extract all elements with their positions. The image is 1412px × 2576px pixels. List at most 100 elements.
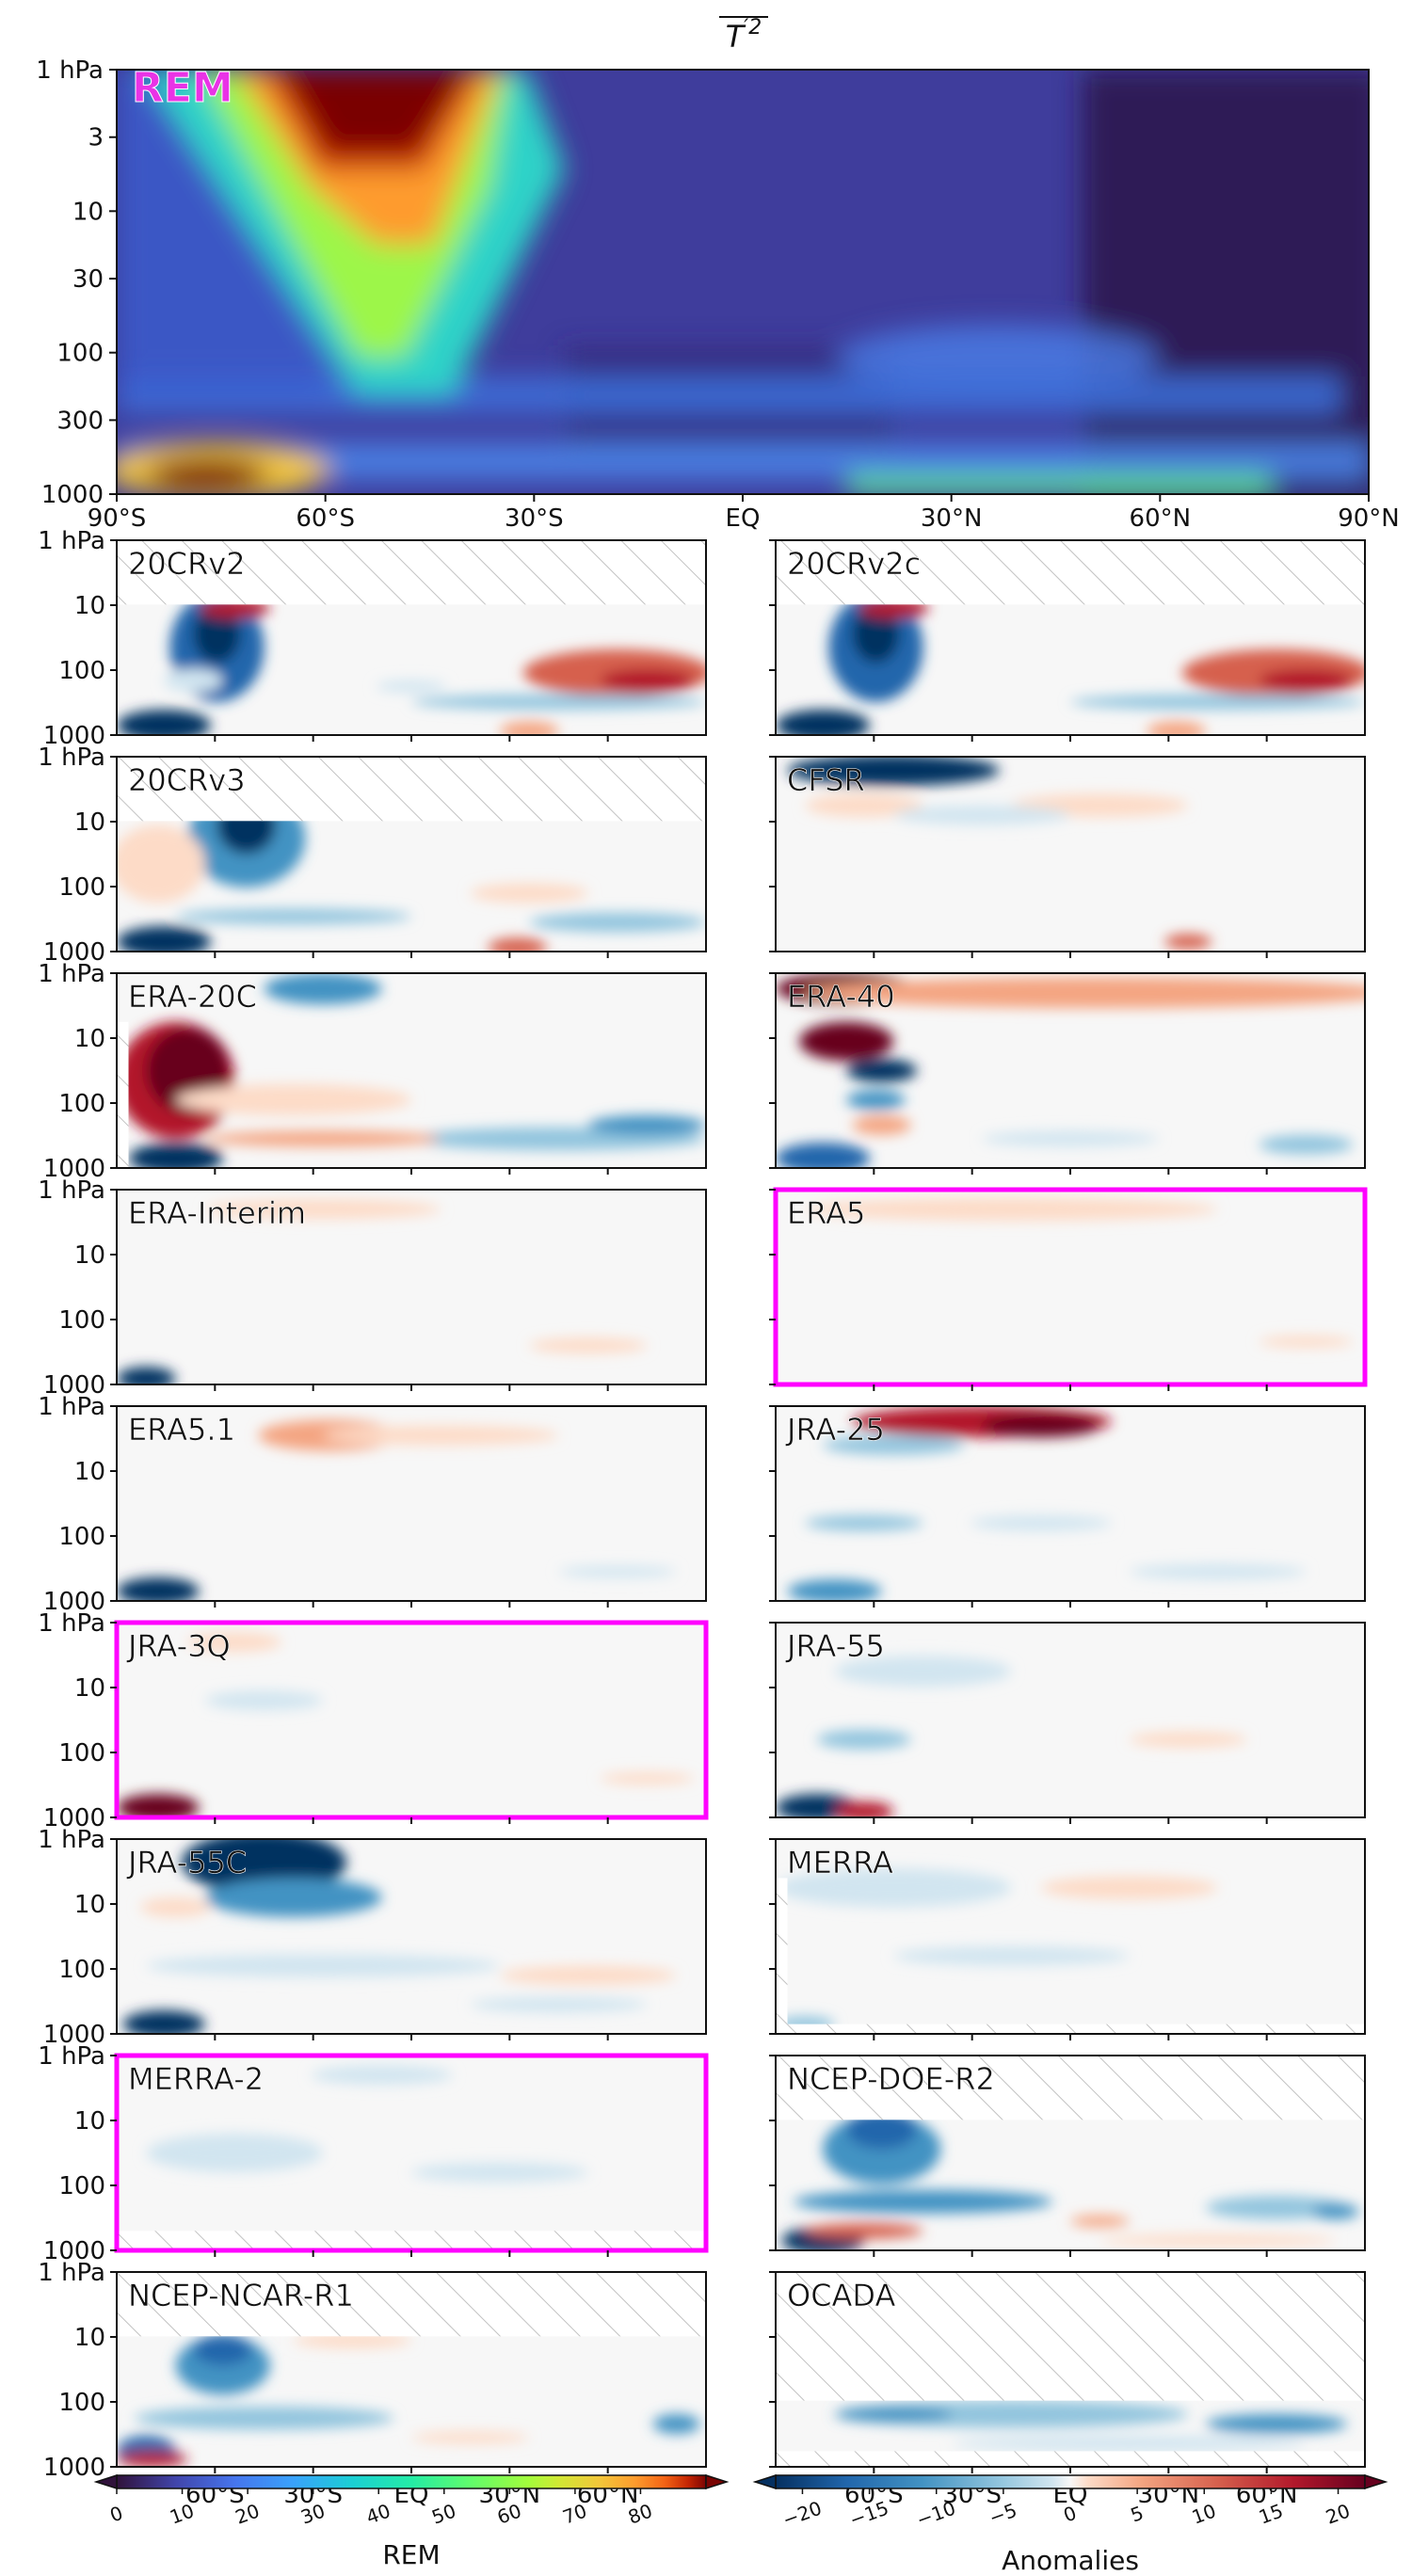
ytick-label: 1 hPa <box>38 1393 105 1421</box>
panel-label: CFSR <box>787 762 865 798</box>
panel-label: NCEP-NCAR-R1 <box>128 2278 354 2313</box>
svg-text:T′2: T′2 <box>726 16 762 55</box>
panel-label: JRA-25 <box>785 1412 885 1448</box>
figure-title: T′2 <box>719 16 768 55</box>
ytick-label: 10 <box>74 1674 105 1703</box>
colorbar-tick-label: 0 <box>107 2502 126 2527</box>
panel-era-40: ERA-40 <box>769 972 1366 1175</box>
ytick-label: 1000 <box>43 1804 105 1832</box>
ytick-label: 10 <box>74 2324 105 2352</box>
main-xtick-label: 60°S <box>296 504 355 533</box>
main-xtick-label: 30°N <box>921 504 983 533</box>
panel-merra-2: MERRA-2 1 hPa 10 100 1000 <box>38 2042 709 2265</box>
colorbar-label: REM <box>382 2539 440 2570</box>
colorbar-extend-high <box>705 2473 730 2490</box>
ytick-label: 1 hPa <box>38 1176 105 1205</box>
ytick-label: 1 hPa <box>38 960 105 988</box>
ytick-label: 100 <box>58 873 105 902</box>
rem-panel-label: REM <box>132 64 233 112</box>
main-xtick-label: 60°N <box>1130 504 1192 533</box>
missing-data-hatch <box>117 2272 706 2337</box>
main-ytick-label: 1 hPa <box>36 56 104 85</box>
ytick-label: 10 <box>74 1241 105 1270</box>
colorbar-label: Anomalies <box>1002 2545 1139 2576</box>
ytick-label: 100 <box>58 1090 105 1118</box>
panel-label: ERA5.1 <box>128 1412 235 1448</box>
panel-era5: ERA5 <box>769 1187 1368 1391</box>
missing-data-hatch <box>117 540 706 605</box>
panel-jra-55: JRA-55 <box>769 1622 1366 1824</box>
panel-label: NCEP-DOE-R2 <box>787 2061 995 2097</box>
main-ytick-label: 10 <box>72 198 104 226</box>
ytick-label: 100 <box>58 1306 105 1335</box>
main-xtick-label: 90°N <box>1338 504 1400 533</box>
main-ytick-label: 1000 <box>41 481 104 509</box>
missing-data-hatch <box>117 757 706 822</box>
colorbar-tick-label: −20 <box>779 2497 825 2532</box>
colorbar-tick-label: 50 <box>428 2499 458 2528</box>
missing-data-hatch <box>776 2272 1365 2401</box>
main-xtick-label: EQ <box>726 504 761 533</box>
panel-label: OCADA <box>787 2278 896 2313</box>
ytick-label: 100 <box>58 2172 105 2200</box>
missing-data-hatch <box>117 2231 706 2250</box>
ytick-label: 100 <box>58 657 105 685</box>
ytick-label: 100 <box>58 1523 105 1551</box>
ytick-label: 1000 <box>43 2021 105 2049</box>
panel-label: ERA-40 <box>787 979 895 1015</box>
main-ytick-label: 30 <box>72 265 104 294</box>
ytick-label: 1000 <box>43 2454 105 2482</box>
panel-jra-55c: JRA-55C 1 hPa 10 100 1000 <box>38 1826 707 2049</box>
ytick-label: 1000 <box>43 722 105 750</box>
ytick-label: 10 <box>74 1025 105 1053</box>
main-ytick-label: 3 <box>88 124 104 152</box>
ytick-label: 1 hPa <box>38 527 105 555</box>
missing-data-hatch <box>776 2451 1365 2467</box>
panel-label: 20CRv3 <box>128 762 246 798</box>
ytick-label: 1000 <box>43 1588 105 1616</box>
panel-label: ERA-Interim <box>128 1195 306 1231</box>
ytick-label: 10 <box>74 808 105 837</box>
ytick-label: 1 hPa <box>38 2259 105 2287</box>
rem-main-panel: REM 1 hPa 3 10 30 100 300 1000 90°S 60°S 30°S EQ 3… <box>36 56 1400 533</box>
ytick-label: 1 hPa <box>38 1609 105 1638</box>
panel-label: ERA-20C <box>128 979 257 1015</box>
missing-data-hatch <box>776 2024 1365 2034</box>
ytick-label: 100 <box>58 1956 105 1984</box>
ytick-label: 10 <box>74 2107 105 2136</box>
panel-label: 20CRv2c <box>787 546 921 582</box>
panel-label: ERA5 <box>787 1195 865 1231</box>
panel-label: MERRA <box>787 1845 893 1880</box>
panel-20crv2c: 20CRv2c <box>769 539 1366 742</box>
panel-20crv3: 20CRv3 1 hPa 10 100 1000 <box>38 744 707 967</box>
missing-data-hatch <box>117 1021 129 1168</box>
ytick-label: 1000 <box>43 938 105 967</box>
ytick-label: 100 <box>58 1739 105 1768</box>
colorbar-tick-label: 20 <box>1323 2499 1353 2528</box>
ytick-label: 1 hPa <box>38 2042 105 2071</box>
missing-data-hatch <box>776 2056 1365 2120</box>
main-xtick-label: 90°S <box>88 504 147 533</box>
ytick-label: 1000 <box>43 1155 105 1183</box>
panel-20crv2: 20CRv2 1 hPa 10 100 1000 <box>38 527 707 750</box>
missing-data-hatch <box>776 540 1365 605</box>
colorbar-extend-low <box>93 2473 118 2490</box>
panel-label: JRA-3Q <box>126 1628 231 1664</box>
panel-jra-3q: JRA-3Q 1 hPa 10 100 1000 <box>38 1609 709 1832</box>
ytick-label: 10 <box>74 592 105 620</box>
panel-label: JRA-55C <box>126 1845 247 1880</box>
main-ytick-label: 100 <box>56 340 104 368</box>
colorbar-extend-high <box>1364 2473 1388 2490</box>
panel-merra: MERRA <box>769 1838 1366 2040</box>
panel-ncep-doe-r2: NCEP-DOE-R2 <box>769 2055 1366 2257</box>
ytick-label: 1 hPa <box>38 1826 105 1854</box>
main-ytick-label: 300 <box>56 407 104 435</box>
ytick-label: 1 hPa <box>38 744 105 772</box>
panel-era-20c: ERA-20C 1 hPa 10 100 1000 <box>38 960 707 1183</box>
panel-era5-1: ERA5.1 1 hPa 10 100 1000 <box>38 1393 707 1616</box>
missing-data-hatch <box>776 1878 788 2034</box>
panel-label: JRA-55 <box>785 1628 885 1664</box>
